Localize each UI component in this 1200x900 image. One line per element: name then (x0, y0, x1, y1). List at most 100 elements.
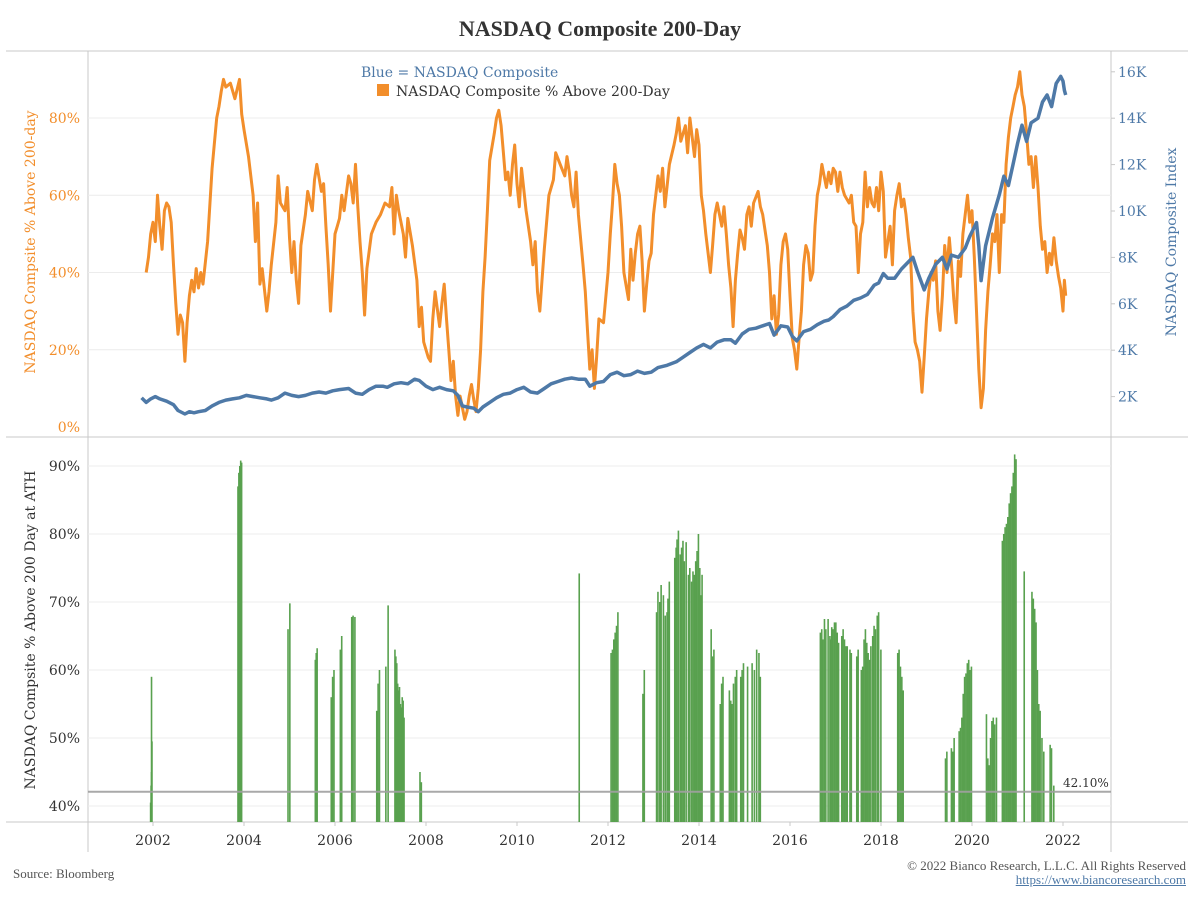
ath-bar (827, 619, 829, 822)
ath-bar (420, 782, 423, 822)
ath-bar (958, 731, 960, 822)
left-tick-label: 20% (49, 343, 80, 359)
ath-bar (673, 557, 676, 822)
ath-bar (988, 765, 990, 822)
ath-bar (237, 486, 239, 822)
right-tick-label: 6K (1118, 297, 1138, 313)
ath-bar (352, 615, 354, 822)
ath-bar (863, 639, 865, 822)
ath-bar (819, 632, 822, 822)
x-tick-label: 2020 (954, 833, 990, 849)
right-tick-label: 12K (1118, 158, 1147, 174)
ath-bars (149, 454, 1055, 822)
ath-bar (378, 670, 381, 822)
x-tick-label: 2008 (408, 833, 444, 849)
x-tick-label: 2010 (499, 833, 535, 849)
ath-bar (289, 603, 291, 822)
ath-bar (864, 629, 867, 822)
ath-bar (394, 649, 396, 822)
ath-bar (758, 653, 760, 822)
ath-bar (662, 595, 665, 822)
ath-bar (395, 663, 398, 822)
right-axis-ticks: 2K 4K 6K 8K 10K 12K 14K 16K (1111, 65, 1147, 406)
ath-bar (614, 632, 616, 822)
x-tick-label: 2022 (1045, 833, 1081, 849)
ath-bar (836, 632, 839, 822)
bottom-y-tick-label: 70% (49, 595, 80, 611)
ath-bar (610, 653, 612, 822)
ath-bar (401, 697, 404, 822)
ath-bar (842, 629, 844, 822)
ath-bar (995, 717, 998, 822)
ath-bar (989, 738, 992, 822)
ath-bar (755, 649, 758, 822)
ath-bar (719, 704, 722, 822)
legend-orange-swatch (377, 84, 389, 96)
ath-bar (683, 561, 686, 822)
ath-bar (1033, 608, 1036, 822)
ath-bar (1032, 598, 1035, 822)
ath-bar (713, 649, 715, 822)
ath-bar (877, 612, 880, 822)
website-link[interactable]: https://www.biancoresearch.com (1015, 872, 1186, 887)
ath-bar (741, 670, 743, 822)
ath-bar (658, 602, 661, 822)
orange-pct-above-200d-line (144, 70, 1068, 421)
ath-bar (330, 697, 333, 822)
ath-bar (699, 568, 701, 822)
ath-bar (846, 646, 849, 822)
ath-bar (1015, 459, 1017, 822)
ath-bar (617, 612, 619, 822)
ath-bar (287, 629, 289, 822)
ath-bar (820, 629, 823, 822)
bottom-gridlines (88, 465, 1111, 807)
ath-bar (642, 693, 644, 822)
ath-bar (739, 676, 742, 822)
ath-bar (843, 639, 846, 822)
x-axis-ticks: 2002 2004 2006 2008 2010 2012 2014 2016 2018 2020… (135, 822, 1081, 849)
ath-bar (953, 738, 955, 822)
ath-bar (720, 683, 723, 822)
bottom-y-tick-label: 80% (49, 527, 80, 543)
ath-bar (150, 676, 153, 822)
ath-bar (1039, 710, 1041, 822)
x-tick-label: 2014 (681, 833, 717, 849)
ath-bar (675, 547, 677, 822)
ath-bar (870, 646, 872, 822)
right-tick-label: 16K (1118, 65, 1147, 81)
ath-bar (874, 629, 877, 822)
ath-bar (830, 639, 832, 822)
ath-bar (832, 629, 834, 822)
ath-bar (1049, 744, 1051, 822)
ath-bar (711, 656, 714, 822)
ath-bar (1011, 486, 1013, 822)
x-tick-label: 2016 (772, 833, 808, 849)
ath-bar (578, 573, 581, 822)
ath-bar (946, 751, 948, 822)
ath-bar (868, 659, 871, 822)
ath-bar (685, 542, 687, 822)
ath-bar (728, 690, 731, 822)
ath-bar (735, 670, 738, 822)
ath-bar (700, 595, 702, 822)
ath-bar (331, 676, 334, 822)
ath-bar (991, 721, 993, 822)
ath-bar (666, 612, 668, 822)
right-tick-label: 14K (1118, 111, 1147, 127)
ath-bar (688, 568, 691, 822)
line-series (140, 70, 1068, 421)
ath-bar (845, 646, 847, 822)
ath-bar (967, 659, 970, 822)
ath-bar (611, 649, 614, 822)
ath-bar (751, 663, 753, 822)
ath-bar (395, 656, 397, 822)
reference-line-label: 42.10% (1063, 776, 1109, 790)
ath-bar (403, 717, 405, 822)
ath-bar (397, 690, 400, 822)
bottom-y-tick-label: 40% (49, 799, 80, 815)
ath-bar (239, 460, 242, 822)
ath-bar (835, 622, 837, 822)
ath-bar (385, 666, 387, 822)
ath-bar (693, 574, 696, 822)
